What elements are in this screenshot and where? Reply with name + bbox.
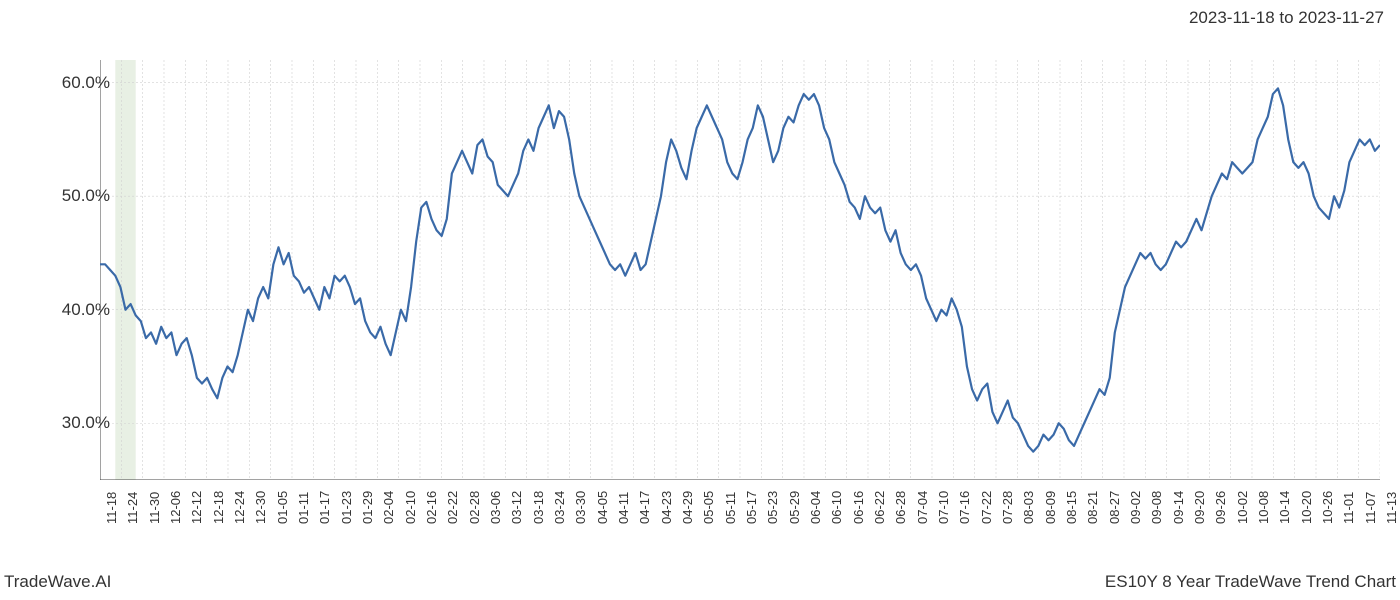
y-tick-label: 30.0%	[62, 413, 110, 433]
x-tick-label: 05-11	[723, 492, 738, 524]
x-tick-label: 09-20	[1192, 491, 1207, 524]
x-tick-label: 01-11	[296, 492, 311, 524]
x-tick-label: 10-02	[1235, 491, 1250, 524]
x-tick-label: 10-14	[1277, 491, 1292, 524]
x-tick-label: 04-11	[616, 492, 631, 524]
chart-container	[100, 60, 1380, 480]
x-tick-label: 11-18	[104, 492, 119, 524]
x-tick-label: 03-24	[552, 491, 567, 524]
x-tick-label: 07-10	[936, 491, 951, 524]
x-tick-label: 11-01	[1341, 492, 1356, 524]
x-tick-label: 09-08	[1149, 491, 1164, 524]
x-tick-label: 09-14	[1171, 491, 1186, 524]
x-tick-label: 04-05	[595, 491, 610, 524]
x-tick-label: 12-06	[168, 491, 183, 524]
x-tick-label: 11-24	[125, 492, 140, 524]
x-tick-label: 02-10	[403, 491, 418, 524]
x-tick-label: 09-02	[1128, 491, 1143, 524]
x-tick-label: 05-23	[765, 491, 780, 524]
x-tick-label: 12-18	[211, 491, 226, 524]
x-tick-label: 08-15	[1064, 491, 1079, 524]
x-tick-label: 05-29	[787, 491, 802, 524]
chart-title-label: ES10Y 8 Year TradeWave Trend Chart	[1105, 572, 1396, 592]
x-tick-label: 03-06	[488, 491, 503, 524]
x-tick-label: 06-04	[808, 491, 823, 524]
x-tick-label: 02-22	[445, 491, 460, 524]
x-tick-label: 04-23	[659, 491, 674, 524]
x-tick-label: 01-17	[317, 491, 332, 524]
x-tick-label: 02-16	[424, 491, 439, 524]
x-tick-label: 01-23	[339, 491, 354, 524]
x-tick-label: 05-17	[744, 491, 759, 524]
x-tick-label: 11-07	[1363, 492, 1378, 524]
x-tick-label: 07-16	[957, 491, 972, 524]
x-tick-label: 03-12	[509, 491, 524, 524]
x-tick-label: 10-08	[1256, 491, 1271, 524]
x-tick-label: 08-03	[1021, 491, 1036, 524]
x-tick-label: 12-24	[232, 491, 247, 524]
y-tick-label: 60.0%	[62, 73, 110, 93]
x-tick-label: 04-17	[637, 491, 652, 524]
x-tick-label: 08-21	[1085, 491, 1100, 524]
x-tick-label: 01-05	[275, 491, 290, 524]
x-tick-label: 10-20	[1299, 491, 1314, 524]
x-tick-label: 07-28	[1000, 491, 1015, 524]
x-tick-label: 05-05	[701, 491, 716, 524]
x-tick-label: 11-30	[147, 492, 162, 524]
x-tick-label: 08-09	[1043, 491, 1058, 524]
x-tick-label: 07-22	[979, 491, 994, 524]
x-tick-label: 03-18	[531, 491, 546, 524]
x-tick-label: 06-10	[829, 491, 844, 524]
y-tick-label: 50.0%	[62, 186, 110, 206]
x-tick-label: 12-12	[189, 491, 204, 524]
x-tick-label: 01-29	[360, 491, 375, 524]
y-tick-label: 40.0%	[62, 300, 110, 320]
highlight-band	[115, 60, 135, 480]
x-tick-label: 09-26	[1213, 491, 1228, 524]
x-tick-label: 06-16	[851, 491, 866, 524]
x-tick-label: 03-30	[573, 491, 588, 524]
x-tick-label: 06-22	[872, 491, 887, 524]
x-tick-label: 10-26	[1320, 491, 1335, 524]
brand-label: TradeWave.AI	[4, 572, 111, 592]
x-tick-label: 04-29	[680, 491, 695, 524]
x-tick-label: 02-28	[467, 491, 482, 524]
x-tick-label: 07-04	[915, 491, 930, 524]
x-tick-label: 08-27	[1107, 491, 1122, 524]
x-tick-label: 02-04	[381, 491, 396, 524]
line-chart-svg	[100, 60, 1380, 480]
date-range-label: 2023-11-18 to 2023-11-27	[1189, 8, 1384, 28]
x-tick-label: 12-30	[253, 491, 268, 524]
x-tick-label: 11-13	[1384, 492, 1399, 524]
x-tick-label: 06-28	[893, 491, 908, 524]
